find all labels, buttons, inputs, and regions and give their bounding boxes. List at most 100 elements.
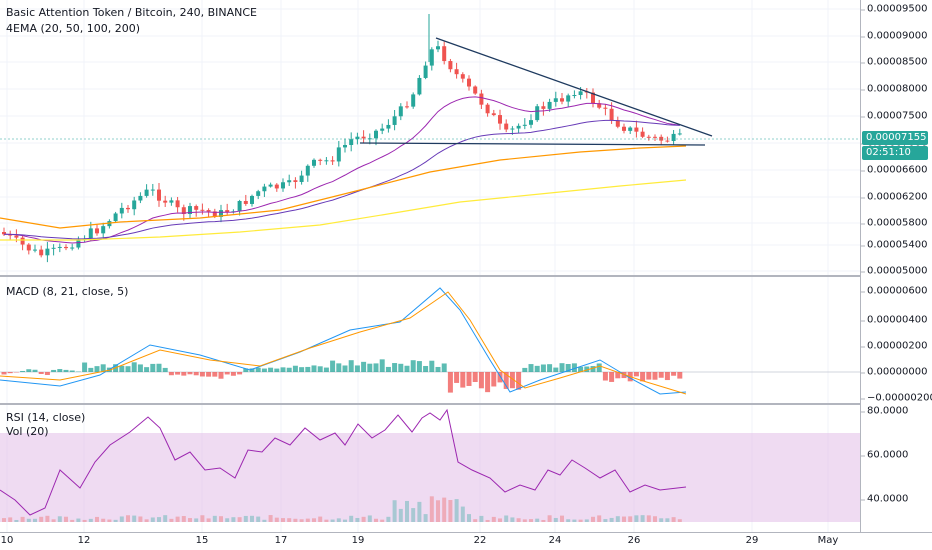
volume-bar bbox=[175, 516, 180, 522]
candle-body bbox=[374, 130, 378, 139]
symbol-title[interactable]: Basic Attention Token / Bitcoin, 240, BI… bbox=[6, 6, 257, 19]
pane-separator-2[interactable] bbox=[0, 403, 932, 405]
chart-area[interactable]: Basic Attention Token / Bitcoin, 240, BI… bbox=[0, 0, 860, 532]
candle-body bbox=[398, 106, 403, 117]
macd-histogram-bar bbox=[150, 363, 156, 372]
macd-histogram-bar bbox=[255, 367, 261, 372]
time-label: 19 bbox=[351, 535, 365, 546]
candle-body bbox=[175, 200, 180, 208]
macd-histogram-bar bbox=[44, 372, 50, 375]
macd-histogram-bar bbox=[311, 365, 317, 372]
macd-histogram-bar bbox=[323, 367, 329, 372]
volume-bar bbox=[398, 508, 403, 522]
volume-bar bbox=[157, 517, 161, 522]
price-axis[interactable]: 0.00009500 0.00009000 0.00008500 0.00008000… bbox=[860, 0, 932, 532]
candle-body bbox=[436, 46, 440, 50]
volume-bar bbox=[671, 517, 676, 522]
signal-line bbox=[0, 291, 687, 395]
volume-bar bbox=[274, 517, 279, 522]
candle-body bbox=[677, 133, 682, 135]
macd-histogram-bar bbox=[385, 366, 391, 372]
volume-bar bbox=[33, 518, 37, 522]
macd-histogram-bar bbox=[398, 363, 404, 372]
pane-separator-1[interactable] bbox=[0, 275, 932, 277]
candle-body bbox=[26, 244, 31, 251]
volume-bar bbox=[312, 518, 316, 522]
volume-bar bbox=[318, 516, 323, 522]
candle-body bbox=[144, 189, 149, 196]
ema-100-line bbox=[0, 145, 687, 229]
macd-histogram-bar bbox=[553, 367, 559, 372]
volume-bar bbox=[535, 518, 540, 522]
rsi-legend[interactable]: RSI (14, close) bbox=[6, 411, 86, 424]
volume-bar bbox=[380, 519, 385, 522]
candle-body bbox=[293, 180, 298, 182]
ema-legend[interactable]: 4EMA (20, 50, 100, 200) bbox=[6, 22, 141, 35]
volume-bar bbox=[367, 515, 372, 522]
volume-bar bbox=[95, 516, 99, 522]
macd-histogram-bar bbox=[51, 369, 57, 372]
volume-bar bbox=[467, 514, 471, 522]
price-chart[interactable] bbox=[0, 0, 860, 532]
time-label: 15 bbox=[195, 535, 209, 546]
volume-bar bbox=[194, 518, 199, 522]
macd-histogram-bar bbox=[168, 372, 174, 376]
volume-bar bbox=[39, 516, 44, 522]
rsi-tick: 40.0000 bbox=[860, 493, 909, 505]
volume-bar bbox=[2, 518, 6, 522]
volume-bar bbox=[76, 518, 81, 522]
macd-histogram-bar bbox=[497, 372, 503, 383]
volume-bar bbox=[26, 518, 31, 522]
ema-50-line bbox=[3, 119, 680, 240]
macd-histogram-bar bbox=[633, 372, 639, 377]
candle-body bbox=[281, 182, 285, 189]
volume-bar bbox=[522, 519, 527, 522]
volume-bar bbox=[448, 500, 453, 522]
candle-body bbox=[448, 61, 453, 70]
rsi-band bbox=[0, 433, 860, 522]
candle-body bbox=[628, 127, 633, 131]
volume-bar bbox=[653, 516, 657, 522]
candle-body bbox=[225, 210, 230, 213]
time-axis[interactable]: 10 12 15 17 19 22 24 26 29 May bbox=[0, 532, 932, 550]
macd-histogram-bar bbox=[559, 363, 565, 372]
vol-legend[interactable]: Vol (20) bbox=[6, 425, 49, 438]
candle-body bbox=[529, 120, 533, 125]
volume-bar bbox=[237, 517, 242, 522]
price-tick: 0.00008500 bbox=[860, 56, 928, 68]
macd-histogram-bar bbox=[441, 363, 447, 372]
macd-histogram-bar bbox=[119, 365, 125, 372]
macd-histogram-bar bbox=[94, 366, 100, 372]
macd-histogram-bar bbox=[7, 372, 13, 374]
candle-body bbox=[212, 211, 217, 217]
macd-legend[interactable]: MACD (8, 21, close, 5) bbox=[6, 285, 129, 298]
price-tick: 0.00008000 bbox=[860, 83, 928, 95]
macd-histogram-bar bbox=[181, 372, 187, 376]
candle-body bbox=[330, 160, 335, 162]
macd-histogram-bar bbox=[491, 372, 497, 387]
time-label: 17 bbox=[274, 535, 288, 546]
candle-body bbox=[274, 184, 279, 189]
macd-histogram-bar bbox=[472, 372, 478, 383]
volume-bar bbox=[361, 516, 366, 522]
candle-body bbox=[603, 107, 608, 109]
volume-bar bbox=[206, 518, 211, 522]
candle-body bbox=[454, 69, 459, 75]
candle-body bbox=[39, 249, 44, 256]
candle-body bbox=[45, 248, 50, 256]
ema-20-line bbox=[3, 96, 680, 244]
volume-bar bbox=[8, 517, 13, 522]
macd-histogram-bar bbox=[596, 363, 602, 372]
volume-bar bbox=[460, 506, 465, 522]
volume-bar bbox=[45, 515, 50, 522]
macd-histogram-bar bbox=[330, 360, 336, 372]
candle-body bbox=[126, 207, 130, 210]
volume-bar bbox=[212, 515, 217, 522]
volume-bar bbox=[268, 515, 273, 522]
volume-bar bbox=[659, 518, 664, 522]
volume-bar bbox=[498, 518, 502, 522]
macd-histogram-bar bbox=[584, 366, 590, 372]
candle-body bbox=[423, 65, 428, 78]
volume-bar bbox=[541, 519, 546, 522]
volume-bar bbox=[113, 519, 118, 522]
